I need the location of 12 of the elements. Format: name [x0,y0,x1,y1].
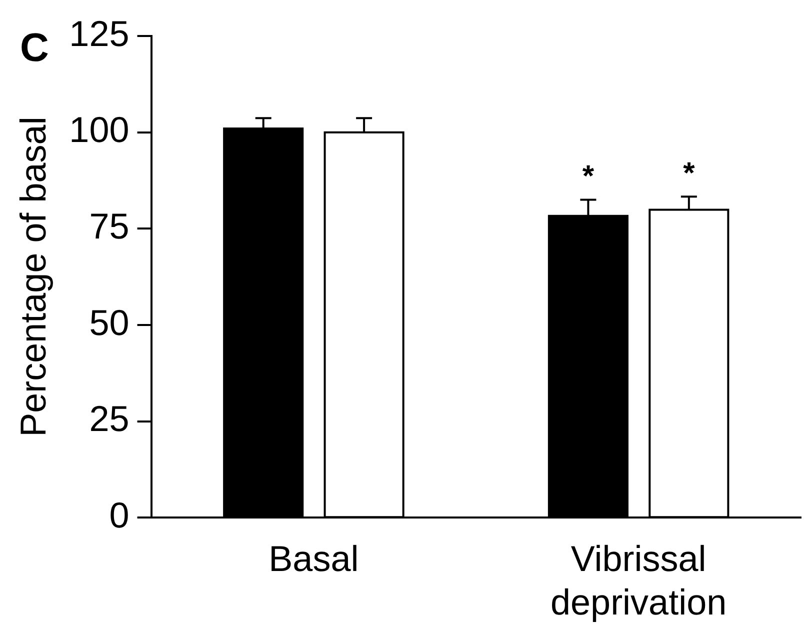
y-tick-label: 125 [69,12,130,54]
y-tick-label: 0 [109,494,130,536]
text: C [20,26,49,70]
x-tick-label: Vibrissal deprivation [550,538,727,622]
y-tick-label: 100 [69,109,130,150]
x-tick-label: Basal [268,538,359,580]
y-axis-title: Percentage of basal [12,116,54,437]
annotation: * [683,156,696,190]
y-tick-label: 75 [89,206,130,247]
y-tick-label: 25 [89,398,130,440]
annotation: * [582,160,594,194]
y-tick-label: 50 [89,302,130,343]
